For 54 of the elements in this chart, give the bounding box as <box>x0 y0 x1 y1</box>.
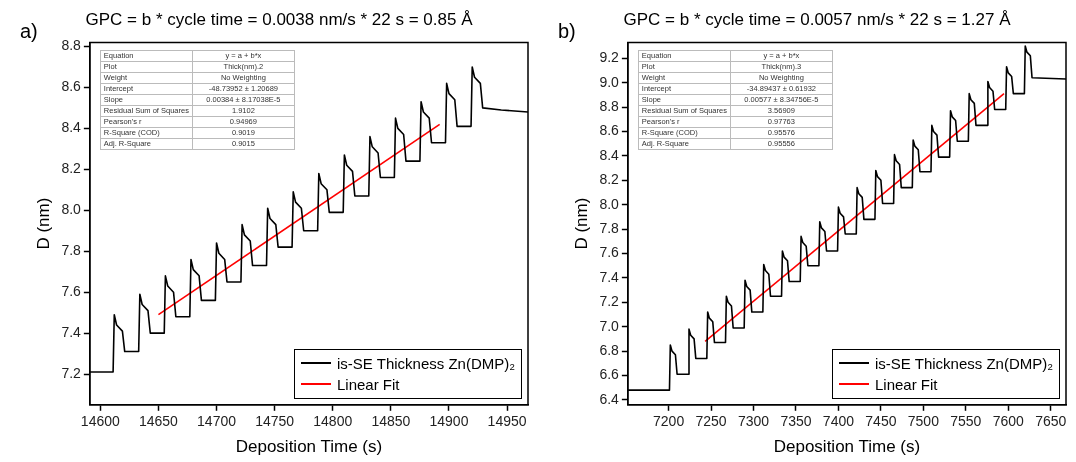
x-tick-label: 14850 <box>371 413 411 430</box>
x-tick-label: 7300 <box>737 413 770 430</box>
y-axis-title: D (nm) <box>33 197 53 250</box>
legend-label: Linear Fit <box>875 374 938 395</box>
x-tick-label: 14600 <box>80 413 120 430</box>
y-tick-label: 8.6 <box>599 122 620 139</box>
y-tick-label: 7.0 <box>599 317 620 334</box>
y-tick-label: 8.8 <box>61 37 82 54</box>
y-axis-title: D (nm) <box>571 197 591 250</box>
y-tick-label: 6.4 <box>599 390 620 407</box>
y-tick-label: 8.2 <box>61 160 82 177</box>
text: b) <box>558 20 576 43</box>
y-tick-label: 7.4 <box>61 324 82 340</box>
y-tick-label: 8.8 <box>599 97 620 114</box>
x-tick-label: 7250 <box>695 413 727 430</box>
x-axis-title: Deposition Time (s) <box>235 437 383 457</box>
x-tick-label: 7650 <box>1035 413 1067 430</box>
x-tick-label: 7400 <box>822 413 855 430</box>
y-tick-label: 7.6 <box>599 244 620 261</box>
x-tick-label: 14950 <box>487 413 527 430</box>
x-tick-label: 7450 <box>865 413 897 430</box>
y-tick-label: 8.0 <box>61 201 82 218</box>
y-tick-label: 7.8 <box>61 242 82 259</box>
x-tick-label: 14750 <box>255 413 295 430</box>
y-tick-label: 8.4 <box>61 119 82 136</box>
x-axis-title: Deposition Time (s) <box>773 437 921 457</box>
x-tick-label: 7200 <box>653 413 685 430</box>
y-tick-label: 7.4 <box>599 268 620 285</box>
y-tick-label: 7.6 <box>61 283 82 300</box>
y-tick-label: 8.6 <box>61 78 82 95</box>
y-tick-label: 6.8 <box>599 341 620 358</box>
y-tick-label: 8.4 <box>599 146 620 163</box>
legend-label: is-SE Thickness Zn(DMP)₂ <box>875 353 1054 374</box>
x-tick-label: 14900 <box>429 413 469 430</box>
x-tick-label: 7550 <box>950 413 982 430</box>
y-tick-label: 7.8 <box>599 219 620 236</box>
y-tick-label: 6.6 <box>599 366 620 383</box>
chart-title: GPC = b * cycle time = 0.0057 nm/s * 22 s = 1.27 Å <box>623 9 1012 29</box>
y-tick-label: 9.2 <box>599 49 620 66</box>
text: a) <box>20 20 38 43</box>
x-tick-label: 7350 <box>780 413 812 430</box>
x-tick-label: 14650 <box>138 413 179 430</box>
y-tick-label: 9.0 <box>599 73 620 90</box>
chart-title: GPC = b * cycle time = 0.0038 nm/s * 22 s = 0.85 Å <box>85 9 474 29</box>
x-tick-label: 7600 <box>992 413 1025 430</box>
y-tick-label: 7.2 <box>599 293 620 310</box>
legend-label: Linear Fit <box>337 374 400 395</box>
x-tick-label: 14700 <box>197 413 237 430</box>
y-tick-label: 8.0 <box>599 195 620 212</box>
x-tick-label: 7500 <box>907 413 940 430</box>
y-tick-label: 8.2 <box>599 171 620 188</box>
y-tick-label: 7.2 <box>61 364 82 381</box>
x-tick-label: 14800 <box>313 413 353 430</box>
legend-label: is-SE Thickness Zn(DMP)₂ <box>337 353 516 374</box>
